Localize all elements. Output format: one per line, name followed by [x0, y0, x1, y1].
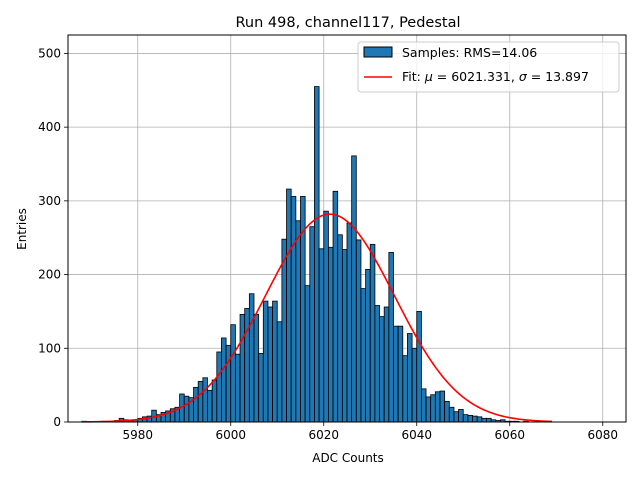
legend-box	[357, 41, 620, 93]
histogram-bar	[434, 391, 441, 423]
legend-fit-mu-value: = 6021.331,	[433, 69, 519, 84]
histogram-bar	[239, 313, 246, 423]
histogram-bar	[444, 400, 450, 423]
histogram-bar	[360, 288, 367, 423]
legend: Samples: RMS=14.06 Fit: μ = 6021.331, σ …	[357, 41, 620, 93]
histogram-bar	[295, 220, 301, 423]
histogram-bar	[425, 396, 432, 423]
histogram-bar	[388, 252, 394, 423]
x-axis-title: ADC Counts	[312, 451, 384, 465]
fit-curve	[81, 213, 552, 423]
histogram-bar	[383, 306, 390, 423]
histogram-bar	[448, 406, 455, 423]
histogram-bar	[193, 386, 199, 423]
histogram-bar	[276, 321, 283, 423]
histogram-bar	[341, 249, 348, 423]
histogram-bar	[267, 306, 274, 423]
histogram-bar	[183, 395, 190, 423]
legend-fit-mu-symbol: μ	[424, 69, 433, 84]
histogram-bar	[346, 222, 353, 423]
histogram-bar	[211, 379, 218, 423]
histogram-bar	[248, 293, 255, 423]
y-tick-label: 400	[38, 120, 61, 134]
y-axis-title: Entries	[15, 208, 29, 250]
histogram-bar	[476, 416, 483, 423]
x-tick-label: 6080	[587, 428, 618, 442]
histogram-bar	[234, 353, 241, 423]
histogram-bar	[216, 351, 222, 423]
y-tick-label: 0	[53, 415, 61, 429]
histogram-bar	[481, 417, 487, 423]
histogram-bar	[439, 390, 446, 423]
histogram-bar	[374, 305, 380, 423]
x-tick-label: 6020	[308, 428, 339, 442]
histogram-bar	[467, 414, 473, 423]
histogram-bar	[351, 155, 357, 423]
histogram-bar	[258, 353, 264, 423]
histogram-bar	[281, 238, 287, 423]
histogram-bar	[458, 409, 464, 423]
histogram-bar	[430, 394, 436, 423]
y-tick-label: 200	[38, 268, 61, 282]
legend-swatch-samples	[363, 46, 393, 58]
histogram-bar	[397, 325, 404, 423]
histogram-bar	[244, 308, 250, 423]
histogram-bar	[323, 210, 329, 423]
histogram-bar	[453, 411, 460, 423]
histogram-bar	[230, 324, 236, 423]
x-tick-label: 6040	[401, 428, 432, 442]
histogram-bar	[472, 415, 478, 423]
x-tick-label: 6060	[494, 428, 525, 442]
histogram-bar	[407, 333, 413, 423]
histogram-bar	[202, 377, 208, 423]
histogram-bar	[262, 300, 269, 423]
histogram-bar	[486, 417, 492, 423]
plot-frame	[67, 34, 627, 423]
x-tick-label: 5980	[122, 428, 153, 442]
legend-fit-sigma-value: = 13.897	[527, 69, 589, 84]
histogram-bar	[290, 196, 297, 423]
histogram-bar	[379, 316, 385, 423]
histogram-bar	[355, 239, 362, 423]
legend-label-fit: Fit: μ = 6021.331, σ = 13.897	[402, 69, 589, 84]
legend-label-samples: Samples: RMS=14.06	[402, 45, 537, 60]
histogram-bar	[253, 313, 260, 423]
legend-fit-sigma-symbol: σ	[519, 69, 528, 84]
histogram-bar	[332, 190, 339, 423]
histogram-bar	[286, 188, 292, 423]
y-tick-label: 500	[38, 46, 61, 60]
histogram-bar	[221, 337, 227, 423]
histogram-bar	[416, 311, 422, 423]
histogram-bar	[369, 243, 376, 423]
histogram-bar	[197, 381, 204, 423]
histogram-bar	[393, 325, 399, 423]
histogram-bar	[272, 300, 278, 423]
histogram-bar	[309, 226, 315, 423]
histogram-bar	[365, 269, 371, 423]
histogram-bar	[462, 414, 469, 423]
histogram-bar	[225, 344, 232, 423]
axis-ticks: 5980 6000 6020 6040 6060 6080 0 100 200 300 400 500	[38, 46, 618, 442]
legend-fit-prefix: Fit:	[402, 69, 425, 84]
y-tick-label: 300	[38, 194, 61, 208]
histogram-bar	[337, 234, 343, 423]
histogram-bar	[411, 347, 418, 423]
histogram-bar	[207, 389, 213, 423]
histogram-bars	[81, 86, 553, 423]
x-tick-label: 6000	[215, 428, 246, 442]
histogram-bar	[327, 246, 334, 423]
histogram-bar	[304, 285, 311, 423]
histogram-bar	[314, 86, 320, 423]
histogram-bar	[318, 248, 325, 423]
histogram-bar	[420, 388, 427, 423]
histogram-bar	[402, 355, 408, 423]
y-tick-label: 100	[38, 341, 61, 355]
chart-title: Run 498, channel117, Pedestal	[235, 15, 460, 31]
